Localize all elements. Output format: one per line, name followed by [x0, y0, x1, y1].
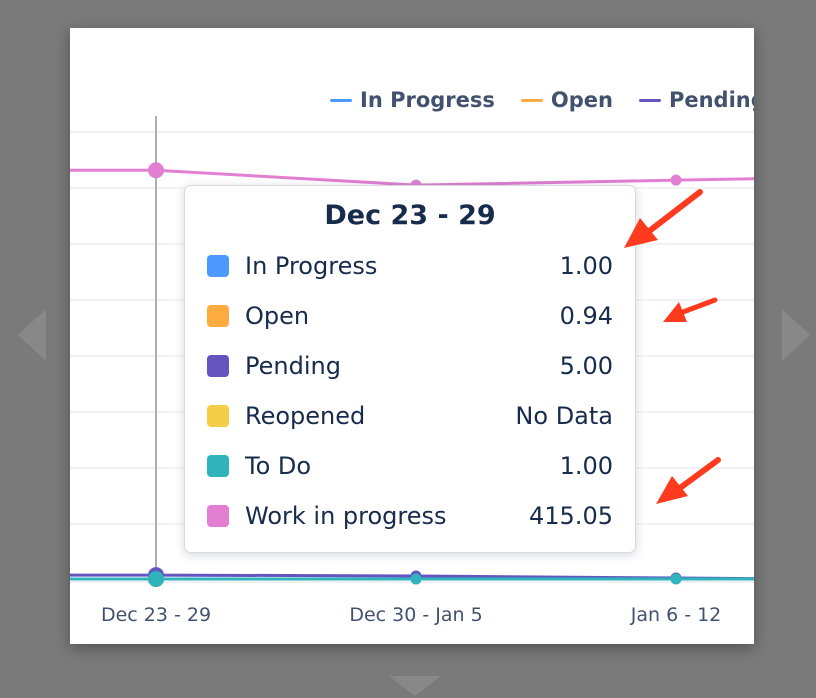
- tooltip-label: Open: [245, 302, 310, 330]
- tooltip-swatch: [207, 405, 229, 427]
- chart-tooltip: Dec 23 - 29 In Progress 1.00 Open 0.94 Pendi…: [184, 185, 636, 553]
- x-tick-label: Jan 6 - 12: [630, 604, 722, 626]
- tooltip-row: In Progress 1.00: [207, 241, 613, 291]
- x-tick-label: Dec 30 - Jan 5: [349, 604, 482, 626]
- tooltip-label: Reopened: [245, 402, 366, 430]
- tooltip-swatch: [207, 305, 229, 327]
- chart-frame: Dec 23 - 29 Dec 30 - Jan 5 Jan 6 - 12 In P…: [70, 28, 754, 644]
- tooltip-swatch: [207, 355, 229, 377]
- tooltip-title: Dec 23 - 29: [324, 200, 496, 231]
- legend-label: Pending: [668, 88, 754, 112]
- tooltip-rows: In Progress 1.00 Open 0.94 Pending 5.00 Reopen…: [207, 241, 613, 541]
- legend-swatch: [638, 98, 661, 102]
- annotation-arrow-icon: [656, 457, 721, 504]
- legend-item[interactable]: In Progress: [330, 88, 495, 112]
- tooltip-swatch: [207, 455, 229, 477]
- tooltip-row: To Do 1.00: [207, 441, 613, 491]
- tooltip-value: No Data: [515, 402, 613, 430]
- tooltip-value: 0.94: [559, 302, 613, 330]
- tooltip-value: 5.00: [559, 352, 613, 380]
- tooltip-swatch: [207, 255, 229, 277]
- x-tick-label: Dec 23 - 29: [101, 604, 211, 626]
- tooltip-label: Work in progress: [245, 502, 447, 530]
- chart-legend: In Progress Open Pending: [330, 88, 754, 112]
- legend-item[interactable]: Open: [520, 88, 613, 112]
- next-arrow-icon: [782, 309, 810, 361]
- tooltip-label: In Progress: [245, 252, 378, 280]
- data-point: [670, 174, 682, 186]
- tooltip-value: 415.05: [529, 502, 613, 530]
- previous-arrow-icon: [18, 309, 46, 361]
- legend-swatch: [330, 98, 352, 102]
- legend-item[interactable]: Pending: [638, 88, 754, 112]
- legend-label: In Progress: [360, 88, 495, 112]
- data-point: [148, 571, 164, 588]
- tooltip-label: Pending: [245, 352, 341, 380]
- tooltip-row: Open 0.94: [207, 291, 613, 341]
- tooltip-row: Work in progress 415.05: [207, 491, 613, 541]
- tooltip-value: 1.00: [559, 252, 613, 280]
- tooltip-row: Reopened No Data: [207, 391, 613, 441]
- data-point: [148, 162, 164, 179]
- data-point: [410, 573, 422, 585]
- data-point: [670, 573, 682, 585]
- legend-swatch: [520, 98, 543, 102]
- tooltip-row: Pending 5.00: [207, 341, 613, 391]
- tooltip-swatch: [207, 505, 229, 527]
- annotation-arrow-icon: [663, 297, 718, 322]
- legend-label: Open: [550, 88, 613, 112]
- tooltip-label: To Do: [245, 452, 312, 480]
- tooltip-value: 1.00: [559, 452, 613, 480]
- down-arrow-icon: [389, 676, 441, 696]
- annotation-arrow-icon: [624, 189, 703, 248]
